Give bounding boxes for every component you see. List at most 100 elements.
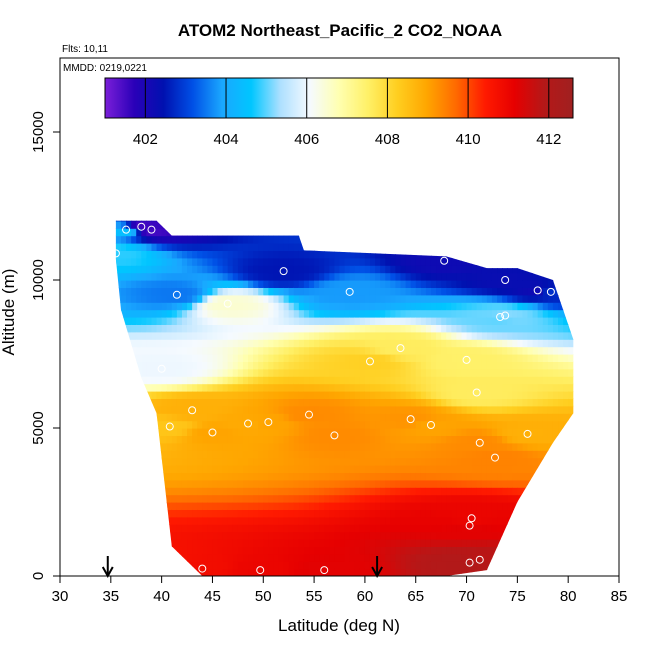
curtain-cell	[222, 391, 229, 399]
curtain-cell	[364, 272, 371, 281]
curtain-cell	[156, 391, 163, 399]
curtain-cell	[329, 309, 336, 318]
curtain-cell	[441, 331, 447, 340]
curtain-cell	[369, 376, 376, 385]
curtain-cell	[237, 472, 244, 481]
curtain-cell	[207, 405, 214, 414]
curtain-cell	[166, 376, 173, 385]
curtain-cell	[242, 428, 249, 436]
curtain-cell	[329, 339, 336, 348]
curtain-cell	[385, 354, 391, 362]
curtain-cell	[268, 331, 275, 340]
curtain-cell	[258, 546, 264, 555]
curtain-cell	[288, 546, 295, 555]
curtain-cell	[222, 516, 229, 525]
curtain-cell	[288, 368, 295, 377]
curtain-cell	[441, 435, 447, 444]
x-tick-label: 60	[357, 588, 374, 605]
curtain-cell	[217, 494, 224, 503]
curtain-cell	[390, 487, 396, 496]
curtain-cell	[242, 235, 249, 244]
curtain-cell	[314, 487, 320, 496]
curtain-cell	[497, 405, 503, 414]
curtain-cell	[466, 391, 473, 399]
curtain-cell	[471, 494, 478, 503]
curtain-cell	[324, 346, 330, 355]
curtain-cell	[222, 243, 229, 251]
curtain-cell	[212, 539, 219, 547]
curtain-cell	[298, 465, 305, 473]
curtain-cell	[212, 553, 219, 562]
curtain-cell	[476, 546, 483, 555]
curtain-cell	[349, 539, 356, 547]
curtain-cell	[481, 331, 488, 340]
curtain-cell	[202, 383, 208, 392]
curtain-cell	[420, 435, 427, 444]
curtain-cell	[558, 420, 564, 429]
curtain-cell	[151, 257, 158, 266]
curtain-cell	[446, 561, 452, 570]
curtain-cell	[517, 472, 524, 481]
curtain-cell	[141, 243, 147, 251]
observation-marker	[345, 287, 354, 296]
curtain-cell	[385, 294, 391, 303]
curtain-cell	[568, 339, 574, 348]
curtain-cell	[441, 502, 447, 510]
curtain-cell	[461, 346, 468, 355]
curtain-cell	[425, 376, 432, 385]
curtain-cell	[456, 272, 463, 281]
curtain-cell	[451, 265, 457, 274]
curtain-cell	[481, 413, 488, 422]
curtain-cell	[329, 383, 336, 392]
curtain-cell	[491, 324, 498, 333]
curtain-cell	[364, 502, 371, 510]
curtain-cell	[517, 280, 524, 288]
curtain-cell	[263, 324, 269, 333]
curtain-cell	[136, 339, 142, 348]
curtain-cell	[176, 539, 183, 547]
curtain-cell	[395, 324, 402, 333]
curtain-cell	[349, 272, 356, 281]
curtain-cell	[293, 502, 300, 510]
curtain-cell	[258, 494, 264, 503]
curtain-cell	[187, 457, 193, 466]
curtain-cell	[324, 435, 330, 444]
curtain-cell	[181, 331, 188, 340]
curtain-cell	[222, 346, 229, 355]
curtain-cell	[405, 568, 412, 576]
curtain-cell	[258, 346, 264, 355]
curtain-cell	[405, 309, 412, 318]
curtain-cell	[156, 302, 163, 311]
curtain-cell	[390, 568, 396, 576]
curtain-cell	[309, 405, 315, 414]
curtain-cell	[390, 494, 396, 503]
curtain-cell	[441, 450, 447, 459]
curtain-cell	[202, 405, 208, 414]
curtain-cell	[202, 368, 208, 377]
curtain-cell	[446, 420, 452, 429]
curtain-cell	[288, 487, 295, 496]
curtain-cell	[268, 435, 275, 444]
curtain-cell	[136, 354, 142, 362]
curtain-cell	[324, 502, 330, 510]
curtain-cell	[344, 383, 351, 392]
curtain-cell	[436, 420, 442, 429]
curtain-cell	[197, 420, 203, 429]
curtain-cell	[248, 280, 254, 288]
curtain-cell	[258, 561, 264, 570]
curtain-cell	[491, 346, 498, 355]
curtain-cell	[181, 383, 188, 392]
curtain-cell	[192, 243, 198, 251]
curtain-cell	[466, 428, 473, 436]
curtain-cell	[192, 391, 198, 399]
curtain-cell	[430, 442, 437, 451]
curtain-cell	[263, 391, 269, 399]
curtain-cell	[176, 368, 183, 377]
curtain-cell	[344, 516, 351, 525]
curtain-cell	[329, 250, 336, 259]
curtain-cell	[273, 339, 280, 348]
curtain-cell	[400, 502, 407, 510]
curtain-cell	[522, 405, 529, 414]
curtain-cell	[202, 243, 208, 251]
curtain-cell	[237, 250, 244, 259]
